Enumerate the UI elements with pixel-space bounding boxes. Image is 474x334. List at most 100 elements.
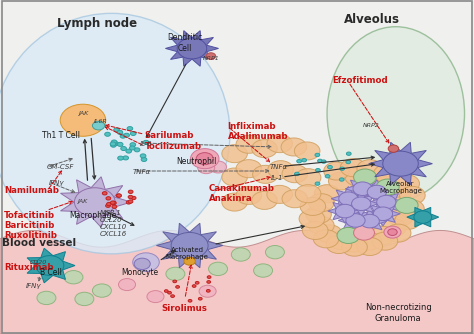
Circle shape [112, 205, 117, 208]
Circle shape [128, 200, 133, 203]
Polygon shape [360, 180, 394, 204]
Polygon shape [0, 230, 474, 334]
Polygon shape [27, 248, 75, 283]
Circle shape [126, 149, 132, 153]
Text: Tofacitinib: Tofacitinib [4, 211, 55, 220]
Circle shape [196, 153, 213, 165]
Circle shape [377, 195, 396, 209]
Circle shape [300, 197, 326, 215]
Polygon shape [338, 208, 373, 232]
Text: Monocyte: Monocyte [121, 268, 158, 277]
Circle shape [117, 194, 121, 197]
Circle shape [111, 140, 117, 144]
Circle shape [316, 168, 320, 172]
Text: Namilumab: Namilumab [4, 186, 59, 195]
Circle shape [346, 160, 351, 164]
Circle shape [121, 147, 127, 151]
Circle shape [353, 182, 372, 195]
Text: NRP2: NRP2 [363, 123, 380, 128]
Text: B Cell: B Cell [40, 268, 62, 277]
Text: CD20: CD20 [29, 260, 46, 265]
Circle shape [317, 225, 342, 243]
Circle shape [252, 191, 277, 209]
Circle shape [388, 145, 399, 152]
Circle shape [141, 158, 147, 162]
Text: Tocilizumab: Tocilizumab [145, 143, 202, 151]
Circle shape [134, 258, 150, 270]
Circle shape [110, 143, 116, 147]
Circle shape [375, 176, 401, 194]
Circle shape [340, 167, 345, 170]
Polygon shape [61, 177, 131, 227]
Circle shape [236, 186, 262, 204]
Text: Th1 T Cell: Th1 T Cell [42, 131, 80, 140]
Circle shape [325, 175, 330, 178]
Circle shape [127, 127, 133, 131]
Circle shape [92, 121, 105, 130]
Circle shape [171, 295, 174, 298]
Ellipse shape [327, 27, 465, 200]
Circle shape [110, 201, 115, 204]
Circle shape [294, 142, 320, 160]
Circle shape [357, 237, 383, 256]
Circle shape [106, 204, 110, 207]
Circle shape [318, 159, 322, 163]
Text: Activated
Macrophage: Activated Macrophage [166, 247, 209, 260]
Text: Sirolimus: Sirolimus [161, 305, 207, 313]
Circle shape [294, 172, 299, 176]
Circle shape [114, 128, 119, 132]
Circle shape [206, 290, 210, 292]
Circle shape [295, 185, 321, 203]
Circle shape [321, 160, 326, 163]
Circle shape [268, 161, 293, 179]
Circle shape [395, 197, 418, 213]
Text: Macrophage: Macrophage [69, 211, 116, 220]
Text: IL-6: IL-6 [140, 141, 152, 147]
Circle shape [339, 178, 344, 181]
Text: Efzofitimod: Efzofitimod [332, 76, 387, 85]
Circle shape [383, 151, 418, 176]
Text: NRP1: NRP1 [203, 56, 219, 60]
Circle shape [339, 192, 358, 205]
Circle shape [388, 208, 413, 226]
Circle shape [173, 280, 177, 283]
Circle shape [198, 162, 215, 174]
Circle shape [74, 188, 115, 216]
Text: Lymph node: Lymph node [57, 17, 137, 30]
Circle shape [384, 226, 401, 238]
Circle shape [328, 172, 354, 190]
Circle shape [140, 154, 146, 158]
Circle shape [328, 165, 332, 169]
Text: TNFα: TNFα [133, 169, 151, 175]
Circle shape [130, 132, 136, 136]
Circle shape [113, 142, 118, 146]
Circle shape [206, 53, 216, 59]
Circle shape [299, 210, 325, 228]
Circle shape [254, 264, 273, 277]
Circle shape [147, 291, 164, 303]
Circle shape [315, 153, 320, 157]
Circle shape [414, 211, 432, 223]
Circle shape [128, 190, 133, 193]
Circle shape [309, 216, 334, 234]
Circle shape [354, 169, 376, 185]
Circle shape [110, 142, 116, 146]
Circle shape [381, 219, 406, 237]
Circle shape [328, 231, 353, 249]
Text: IFNγ: IFNγ [26, 283, 42, 289]
Text: IL6R: IL6R [94, 119, 108, 124]
Text: Neutrophil: Neutrophil [176, 157, 217, 166]
Text: Adalimumab: Adalimumab [228, 133, 288, 141]
Circle shape [374, 165, 399, 183]
Polygon shape [369, 190, 403, 214]
Circle shape [367, 185, 386, 199]
Circle shape [166, 267, 185, 281]
Circle shape [120, 134, 126, 138]
Circle shape [231, 248, 250, 261]
Circle shape [191, 149, 219, 169]
Circle shape [302, 159, 307, 162]
Text: Ruxolitinib: Ruxolitinib [4, 231, 57, 240]
Circle shape [352, 197, 371, 210]
Text: GM-CSF: GM-CSF [46, 164, 74, 170]
Circle shape [354, 225, 374, 240]
